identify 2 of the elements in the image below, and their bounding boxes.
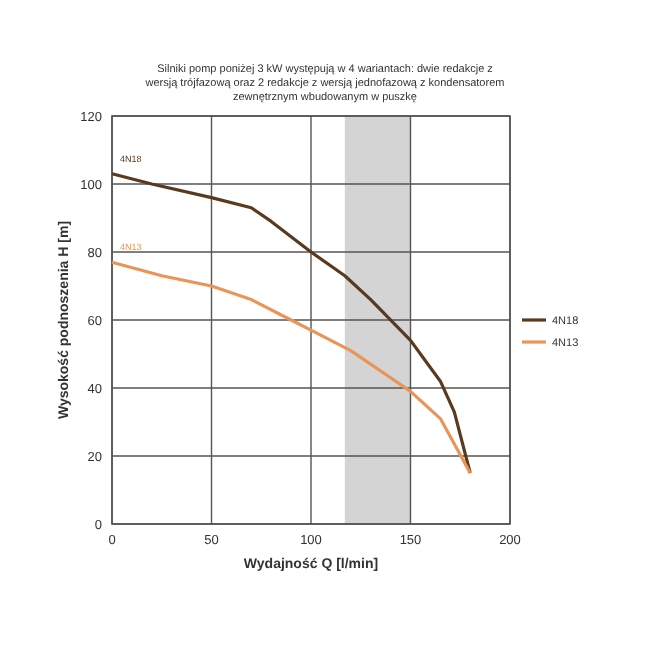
line-series bbox=[110, 172, 472, 475]
line-series bbox=[110, 260, 472, 475]
